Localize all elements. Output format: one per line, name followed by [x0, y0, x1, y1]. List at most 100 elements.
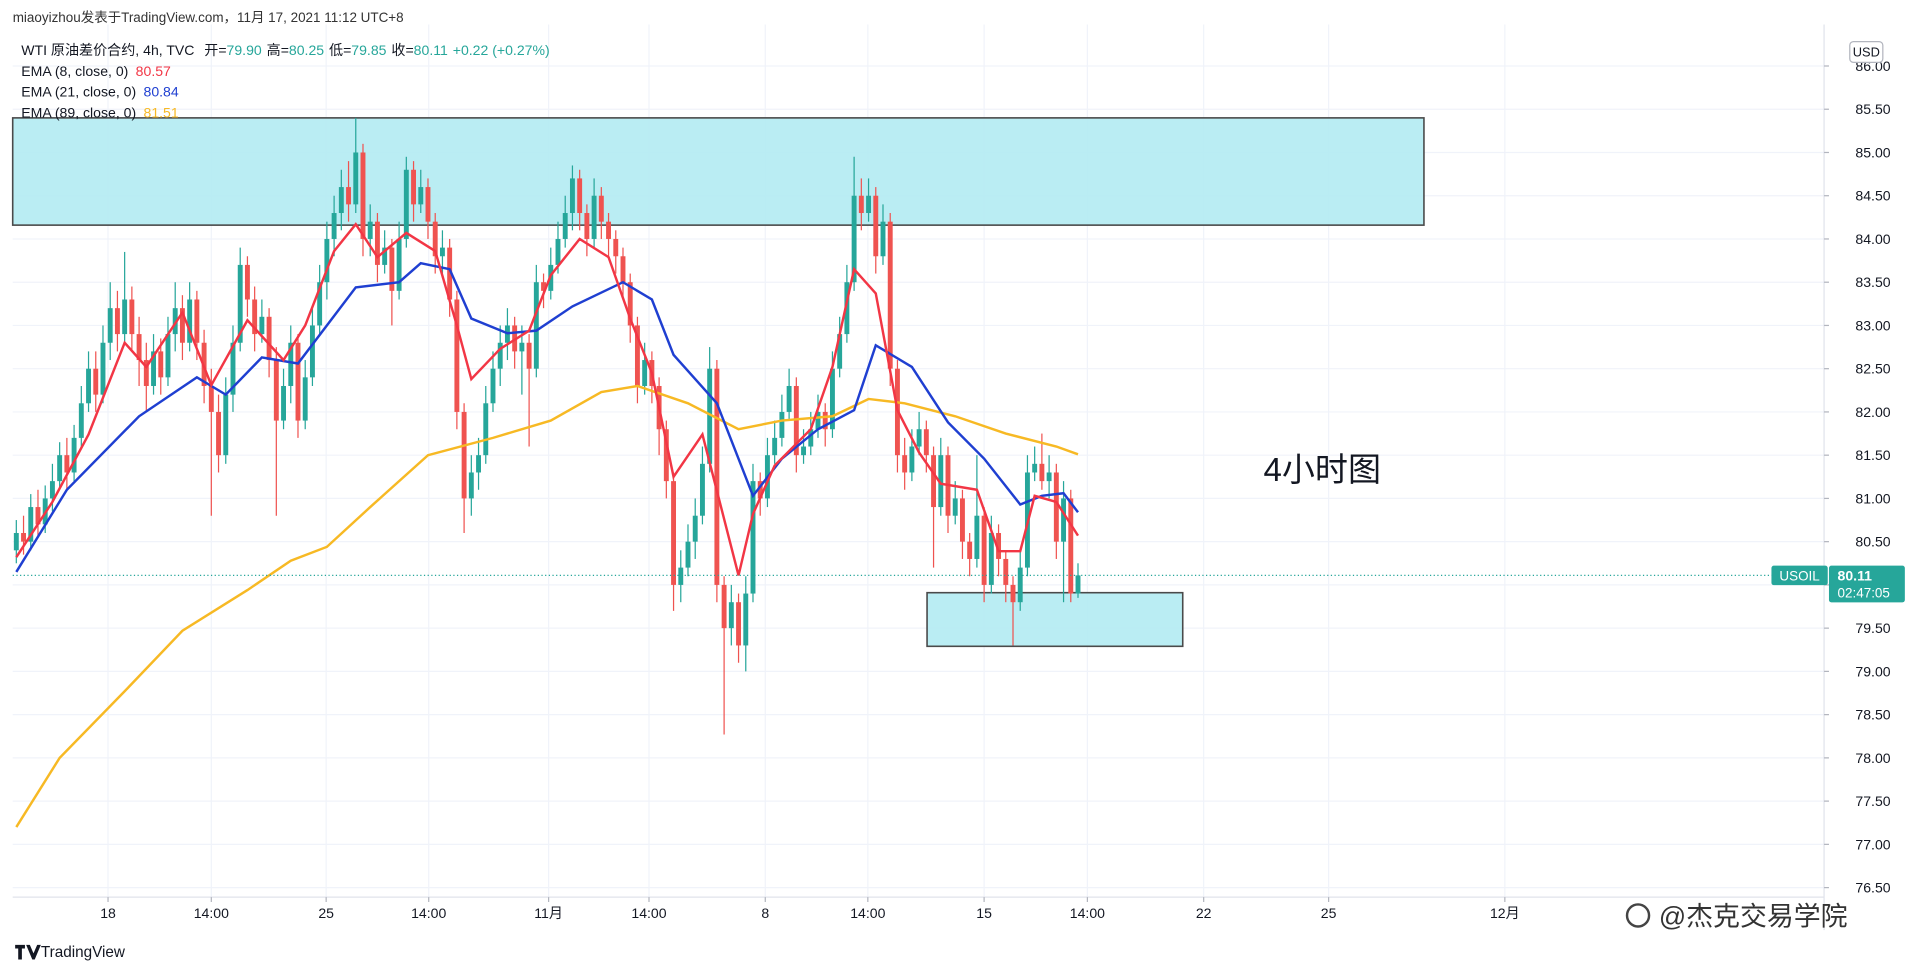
candle-body — [1068, 498, 1074, 594]
candle-body — [317, 282, 323, 326]
candle-body — [526, 342, 532, 369]
candle-body — [974, 515, 980, 559]
candle-body — [533, 282, 539, 369]
candle-body — [338, 187, 344, 214]
y-tick-label: 84.50 — [1855, 188, 1890, 204]
candle-body — [620, 256, 626, 283]
candle-body — [844, 282, 850, 335]
candle-body — [562, 213, 568, 239]
y-tick-label: 81.50 — [1855, 447, 1890, 463]
legend-open: 79.90 — [227, 42, 262, 58]
candle-body — [266, 316, 272, 361]
candle-body — [634, 325, 640, 386]
candle-body — [642, 360, 648, 386]
candle-body — [627, 282, 633, 326]
candle-body — [815, 411, 821, 430]
candle-body — [288, 342, 294, 386]
candle-body — [902, 455, 908, 473]
candle-body — [707, 368, 713, 464]
candle-body — [136, 334, 142, 361]
candle-body — [461, 411, 467, 499]
legend-entry: EMA (8, close, 0) 80.57 — [21, 63, 171, 79]
y-tick-label: 83.00 — [1855, 317, 1890, 333]
candle-body — [923, 429, 929, 456]
zones — [11, 117, 1425, 648]
brand: TradingView — [41, 944, 126, 961]
candle-body — [447, 247, 453, 300]
candle-body — [252, 299, 258, 335]
candle-body — [396, 238, 402, 291]
candle-body — [606, 221, 612, 239]
legend-entry: EMA (21, close, 0) 80.84 — [21, 84, 179, 100]
candle-body — [519, 342, 525, 352]
candle-body — [793, 385, 799, 456]
currency-box — [1849, 41, 1884, 64]
x-tick-label: 15 — [976, 905, 992, 921]
candle-body — [425, 187, 431, 222]
y-tick-label: 81.00 — [1855, 490, 1890, 506]
candle-body — [743, 593, 749, 646]
candle-body — [468, 472, 474, 499]
candle-body — [1017, 567, 1023, 603]
legend-entry: EMA (89, close, 0) 81.51 — [21, 104, 179, 120]
candle-body — [577, 178, 583, 214]
y-tick-label: 80.50 — [1855, 534, 1890, 550]
candle-body — [678, 567, 684, 585]
candle-body — [728, 602, 734, 629]
y-tick-label: 76.50 — [1855, 880, 1890, 896]
candle-body — [114, 308, 120, 335]
legend-value: 81.51 — [144, 104, 179, 120]
candle-body — [598, 195, 604, 222]
candle-body — [822, 411, 828, 430]
candle-body — [179, 308, 185, 343]
candle-body — [916, 429, 922, 447]
candle-body — [1053, 472, 1059, 542]
candle-body — [143, 360, 149, 386]
axes: 76.5077.0077.5078.0078.5079.0079.5080.00… — [12, 58, 1905, 921]
symbol-badge: USOIL — [1779, 568, 1820, 583]
candle-body — [439, 247, 445, 257]
candle-body — [490, 368, 496, 404]
zone — [926, 591, 1184, 648]
candle-body — [1046, 472, 1052, 482]
legend-high: 80.25 — [289, 42, 324, 58]
x-tick-label: 14:00 — [850, 905, 885, 921]
candle-body — [64, 455, 70, 473]
candle-body — [663, 429, 669, 482]
candle-body — [931, 455, 937, 508]
candle-body — [107, 308, 113, 343]
candle-body — [172, 308, 178, 335]
ema-line — [15, 222, 1080, 576]
candle-body — [801, 446, 807, 456]
legend-close: 80.11 — [414, 42, 448, 58]
x-tick-label: 14:00 — [631, 905, 666, 921]
y-tick-label: 82.00 — [1855, 404, 1890, 420]
y-tick-label: 79.00 — [1855, 663, 1890, 679]
x-tick-label: 22 — [1196, 905, 1212, 921]
legend-name: EMA (8, close, 0) — [21, 63, 128, 79]
candle-body — [223, 394, 229, 456]
candle-body — [71, 437, 77, 473]
brand-logo — [15, 944, 41, 960]
candle-body — [750, 481, 756, 594]
candle-body — [165, 334, 171, 378]
candle-body — [237, 264, 243, 343]
candle-body — [1075, 575, 1081, 594]
candle-body — [324, 238, 330, 283]
legend-name: EMA (21, close, 0) — [21, 84, 136, 100]
candle-body — [432, 221, 438, 257]
price-badge: 80.11 — [1838, 567, 1873, 583]
candle-body — [1032, 463, 1038, 473]
watermark-icon — [1625, 903, 1651, 928]
indicator-legend: EMA (89, close, 0) 81.51 EMA (21, close, 0… — [21, 63, 179, 121]
annotation: 4小时图 — [1264, 452, 1381, 489]
candle-body — [353, 152, 359, 205]
x-tick-label: 8 — [761, 905, 769, 921]
candle-body — [541, 282, 547, 291]
symbol-badge-bg — [1771, 565, 1828, 586]
candle-body — [866, 195, 872, 214]
zone — [11, 117, 1425, 226]
y-tick-label: 84.00 — [1855, 231, 1890, 247]
